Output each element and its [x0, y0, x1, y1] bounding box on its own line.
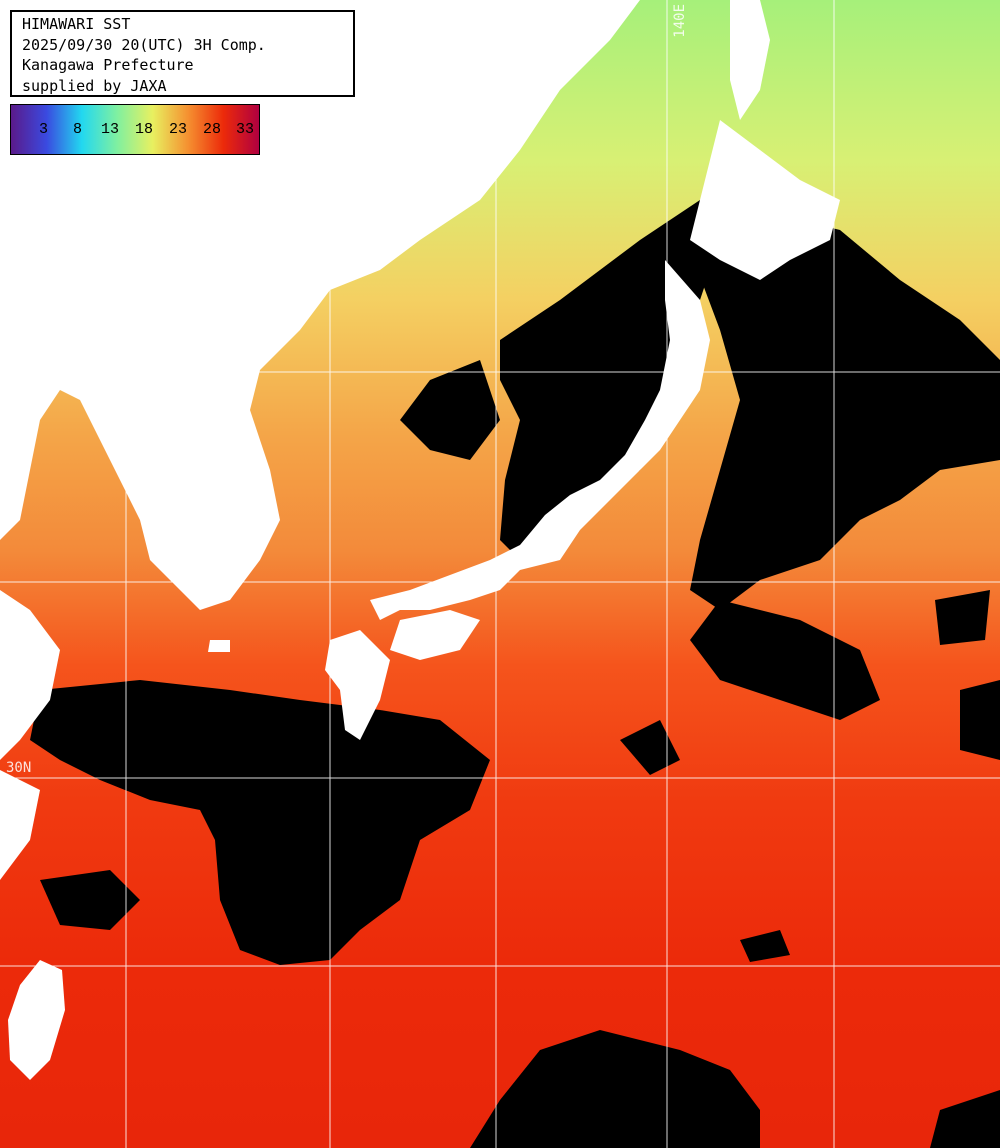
title-line-region: Kanagawa Prefecture [22, 56, 194, 74]
lon-label-140e: 140E [672, 4, 688, 38]
title-line-product: HIMAWARI SST [22, 15, 131, 33]
lat-label-30n: 30N [6, 760, 32, 776]
colorbar-tick: 23 [169, 121, 188, 138]
colorbar-tick: 8 [73, 121, 83, 138]
colorbar-tick: 18 [135, 121, 154, 138]
cloud-mask [30, 200, 1000, 1148]
colorbar-tick: 3 [39, 121, 49, 138]
title-line-credit: supplied by JAXA [22, 76, 167, 95]
title-box: HIMAWARI SST 2025/09/30 20(UTC) 3H Comp.… [10, 10, 355, 97]
colorbar-tick: 13 [101, 121, 120, 138]
lat-label-40n: 40N [6, 352, 32, 368]
colorbar-tick: 33 [236, 121, 255, 138]
colorbar-tick: 28 [203, 121, 222, 138]
temperature-colorbar: 3 8 13 18 23 28 33 [10, 104, 260, 155]
title-line-datetime: 2025/09/30 20(UTC) 3H Comp. [22, 35, 266, 54]
